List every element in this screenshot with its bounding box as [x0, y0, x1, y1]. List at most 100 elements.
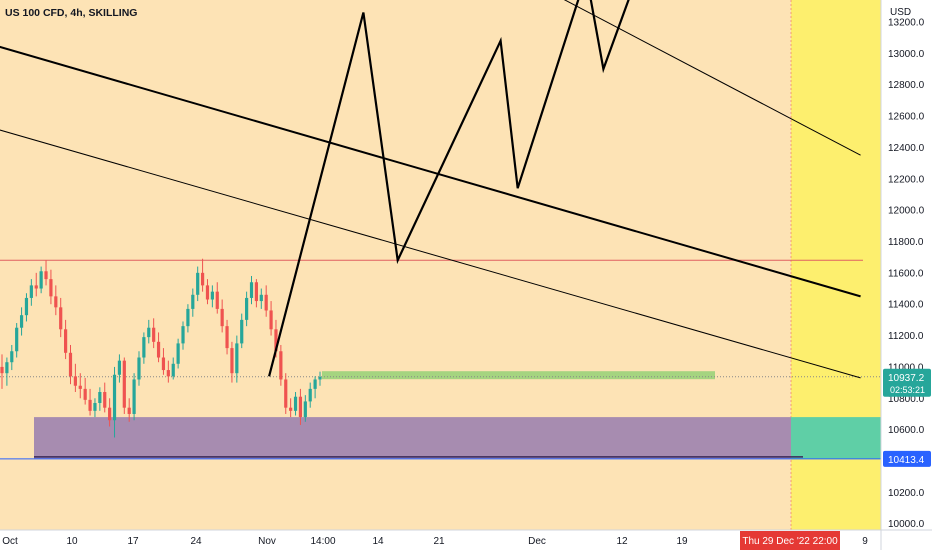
candle-body[interactable] [313, 379, 317, 389]
time-tick-label: Dec [528, 536, 546, 547]
candle-body[interactable] [112, 374, 117, 421]
candle-body[interactable] [259, 294, 263, 302]
candle-body[interactable] [88, 399, 92, 411]
candle-body[interactable] [249, 282, 254, 298]
candle-body[interactable] [98, 392, 102, 403]
candle-body[interactable] [83, 388, 87, 400]
time-tick-label: 12 [616, 536, 628, 547]
candle-body[interactable] [318, 376, 322, 380]
candle-body[interactable] [230, 348, 234, 374]
candle-body[interactable] [289, 407, 293, 411]
price-tick-label: 11000.0 [888, 362, 924, 373]
candle-body[interactable] [210, 291, 214, 300]
candle-body[interactable] [19, 315, 24, 328]
candle-body[interactable] [254, 282, 258, 302]
candle-body[interactable] [117, 360, 122, 375]
cursor-time-label: 14:00 [310, 536, 335, 547]
candle-body[interactable] [103, 392, 107, 408]
candle-body[interactable] [15, 327, 19, 352]
candle-body[interactable] [59, 307, 63, 330]
candle-body[interactable] [303, 401, 307, 418]
candle-body[interactable] [73, 376, 77, 386]
candle-body[interactable] [284, 379, 288, 408]
chart-title: US 100 CFD, 4h, SKILLING [5, 7, 137, 19]
candle-body[interactable] [44, 271, 48, 280]
candle-body[interactable] [235, 343, 239, 374]
candle-body[interactable] [220, 308, 224, 327]
candle-body[interactable] [186, 308, 190, 327]
candle-body[interactable] [24, 297, 29, 316]
candle-body[interactable] [78, 385, 82, 389]
candle-body[interactable] [0, 366, 4, 374]
candle-body[interactable] [137, 357, 141, 380]
candle-body[interactable] [152, 327, 156, 342]
support-level-label: 10413.4 [888, 455, 925, 466]
candle-body[interactable] [64, 329, 68, 353]
candle-body[interactable] [127, 407, 131, 414]
cursor-time-badge [304, 531, 342, 550]
candle-body[interactable] [34, 285, 38, 289]
time-tick-label: 17 [127, 536, 139, 547]
candle-body[interactable] [171, 363, 175, 377]
price-tick-label: 12600.0 [888, 112, 925, 123]
candle-body[interactable] [54, 296, 58, 308]
price-tick-label: 10200.0 [888, 488, 925, 499]
candle-body[interactable] [215, 291, 219, 309]
candle-body[interactable] [191, 294, 195, 309]
price-tick-label: 11600.0 [888, 268, 924, 279]
projection-date-label: Thu 29 Dec '22 22:00 [742, 536, 838, 547]
candle-body[interactable] [298, 396, 303, 418]
candle-body[interactable] [39, 271, 43, 289]
candle-body[interactable] [68, 352, 73, 377]
candle-body[interactable] [29, 285, 33, 298]
price-tick-label: 12800.0 [888, 80, 925, 91]
candle-body[interactable] [166, 370, 170, 377]
time-tick-label: 10 [66, 536, 78, 547]
currency-label: USD [890, 7, 911, 18]
candle-body[interactable] [293, 396, 298, 411]
support-zone[interactable] [34, 417, 791, 459]
time-tick-label: Oct [2, 536, 18, 547]
time-tick-label: Nov [258, 536, 276, 547]
candle-body[interactable] [93, 402, 97, 411]
candle-body[interactable] [240, 319, 244, 344]
projected-price-path[interactable] [268, 0, 630, 377]
candle-body[interactable] [308, 388, 312, 402]
candle-body[interactable] [132, 379, 136, 414]
candle-body[interactable] [5, 362, 9, 374]
candle-body[interactable] [161, 357, 166, 371]
last-price-label: 10937.2 [888, 373, 925, 384]
candle-body[interactable] [264, 294, 268, 311]
candle-body[interactable] [181, 326, 185, 344]
candle-body[interactable] [108, 407, 112, 421]
candle-body[interactable] [274, 329, 278, 352]
price-tick-label: 13200.0 [888, 17, 925, 28]
candle-body[interactable] [156, 341, 161, 358]
price-tick-label: 10600.0 [888, 425, 925, 436]
support-level-badge [883, 450, 931, 467]
candle-body[interactable] [205, 285, 210, 300]
candle-body[interactable] [269, 310, 273, 330]
channel-line-2[interactable] [0, 129, 861, 379]
candle-body[interactable] [279, 351, 283, 380]
candle-body[interactable] [200, 272, 205, 286]
candle-body[interactable] [147, 327, 151, 338]
candle-body[interactable] [122, 360, 126, 408]
candle-body[interactable] [49, 279, 53, 297]
channel-line-3[interactable] [398, 0, 861, 156]
candle-body[interactable] [225, 326, 229, 349]
candle-body[interactable] [196, 272, 200, 295]
candle-countdown-label: 02:53:21 [890, 385, 925, 395]
candle-body[interactable] [176, 343, 180, 364]
channel-line-1[interactable] [0, 45, 861, 298]
candle-body[interactable] [10, 351, 14, 363]
price-tick-label: 11200.0 [888, 331, 924, 342]
candle-body[interactable] [142, 337, 146, 358]
target-zone[interactable] [322, 371, 715, 380]
price-tick-label: 10000.0 [888, 519, 925, 530]
price-tick-label: 11800.0 [888, 237, 924, 248]
price-tick-label: 10800.0 [888, 394, 925, 405]
candle-body[interactable] [245, 297, 249, 320]
